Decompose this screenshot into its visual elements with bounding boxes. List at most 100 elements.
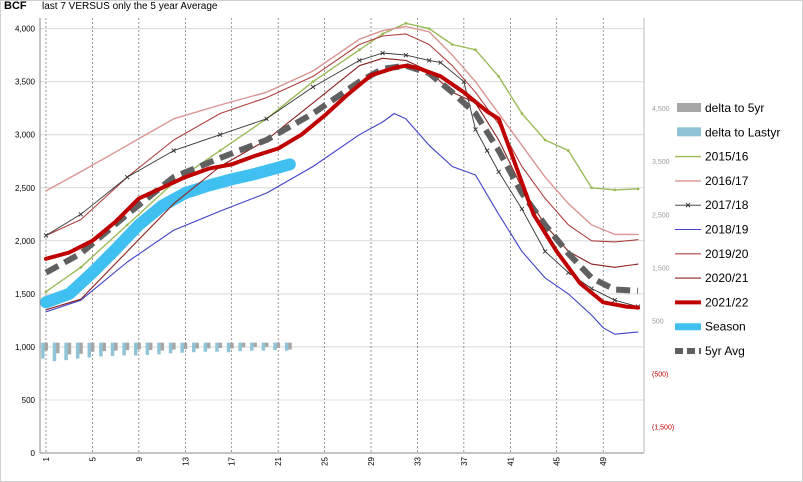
- series-line-2019-20: [45, 33, 639, 243]
- delta-bars: [41, 342, 292, 362]
- point-marker: [311, 80, 315, 84]
- bar-delta-5yr: [160, 342, 165, 351]
- point-marker: [404, 21, 408, 25]
- bar-delta-5yr: [79, 342, 83, 354]
- legend-item: 5yr Avg: [675, 344, 745, 358]
- bar-delta-5yr: [44, 342, 48, 351]
- point-marker: [358, 48, 361, 52]
- point-marker: [473, 127, 478, 132]
- bar-delta-5yr: [171, 342, 176, 350]
- x-tick-label: 37: [460, 456, 469, 465]
- legend-label: 2018/19: [705, 223, 749, 237]
- bar-delta-lastyr: [99, 342, 103, 357]
- bar-delta-lastyr: [273, 342, 277, 351]
- legend-label: 2016/17: [705, 174, 749, 188]
- legend-item: 2018/19: [675, 223, 749, 237]
- bar-delta-lastyr: [87, 342, 92, 358]
- y-tick-label: 1,500: [15, 290, 36, 299]
- point-marker: [357, 58, 362, 63]
- bar-delta-5yr: [276, 342, 281, 348]
- x-tick-label: 1: [42, 456, 51, 461]
- x-tick-label: 41: [506, 456, 515, 465]
- y2-tick-label: (500): [652, 371, 668, 378]
- point-marker: [612, 297, 618, 303]
- legend-label: 2020/21: [705, 271, 749, 285]
- series-line-2021-22: [44, 63, 640, 310]
- legend-item: delta to Lastyr: [677, 125, 780, 139]
- bar-delta-lastyr: [215, 342, 219, 352]
- x-tick-label: 49: [599, 456, 608, 465]
- bar-delta-5yr: [102, 342, 107, 352]
- bar-delta-5yr: [90, 342, 95, 352]
- bar-delta-lastyr: [133, 342, 138, 356]
- bar-delta-lastyr: [168, 342, 173, 354]
- point-marker: [380, 50, 385, 56]
- point-marker: [381, 32, 385, 36]
- bar-delta-5yr: [253, 342, 257, 347]
- bar-delta-lastyr: [52, 342, 57, 362]
- point-marker: [310, 84, 316, 90]
- y-tick-label: 2,000: [15, 237, 36, 246]
- bar-delta-5yr: [148, 342, 153, 351]
- legend-label: delta to Lastyr: [705, 125, 780, 139]
- point-marker: [566, 149, 570, 153]
- axes: [39, 18, 645, 454]
- point-marker: [474, 48, 477, 52]
- series-lines: [40, 21, 641, 335]
- bar-delta-lastyr: [122, 342, 126, 356]
- point-marker: [543, 138, 547, 142]
- bar-delta-lastyr: [192, 342, 196, 353]
- legend-item: 2019/20: [675, 247, 749, 261]
- point-marker: [613, 188, 617, 192]
- legend-item: Season: [675, 320, 746, 334]
- legend-label: 5yr Avg: [705, 344, 745, 358]
- y2-tick-label: 500: [652, 318, 664, 325]
- bar-delta-5yr: [229, 342, 234, 349]
- y-tick-label: 1,000: [15, 343, 36, 352]
- legend: delta to 5yr delta to Lastyr 2015/16 2016/1…: [675, 101, 780, 358]
- bar-delta-lastyr: [261, 342, 266, 351]
- legend-item: 2016/17: [675, 174, 749, 188]
- point-marker: [461, 79, 467, 84]
- point-marker: [218, 149, 222, 153]
- bar-delta-5yr: [195, 342, 199, 349]
- bar-delta-lastyr: [226, 342, 231, 353]
- series-line-2017-18: [45, 52, 639, 308]
- point-marker: [542, 249, 548, 254]
- x-tick-label: 17: [228, 456, 237, 465]
- point-marker: [636, 187, 640, 191]
- point-marker: [519, 206, 525, 212]
- point-marker: [497, 74, 501, 78]
- legend-item: delta to 5yr: [677, 101, 764, 115]
- legend-swatch: [677, 103, 701, 112]
- bar-delta-lastyr: [284, 342, 289, 351]
- bar-delta-5yr: [55, 342, 60, 354]
- y2-tick-label: 4,500: [652, 106, 670, 113]
- y2-tick-label: 3,500: [652, 159, 670, 166]
- x-tick-label: 45: [553, 456, 562, 465]
- bar-delta-5yr: [113, 342, 118, 351]
- bar-delta-5yr: [288, 342, 292, 350]
- series-line-2016-17: [45, 25, 639, 236]
- legend-label: 2015/16: [705, 150, 749, 164]
- bar-delta-lastyr: [41, 342, 45, 359]
- legend-marker: [685, 202, 691, 208]
- bar-delta-5yr: [241, 342, 246, 348]
- legend-label: 2021/22: [705, 295, 749, 309]
- point-marker: [496, 169, 502, 175]
- legend-item: 2021/22: [675, 295, 749, 309]
- point-marker: [43, 233, 49, 238]
- point-marker: [484, 148, 490, 153]
- bar-delta-5yr: [67, 342, 72, 355]
- bar-delta-lastyr: [238, 342, 242, 352]
- y2-tick-label: 2,500: [652, 212, 670, 219]
- y-axis-ticks: 0 500 1,000 1,500 2,000 2,500 3,000 3,500 4,000: [15, 25, 36, 458]
- point-marker: [124, 174, 130, 180]
- point-marker: [264, 116, 269, 122]
- x-axis-ticks: 1 5 9 13 17 21 25 29 33 37 41 45 49: [42, 456, 608, 465]
- y2-tick-label: (1,500): [652, 424, 674, 431]
- legend-item: 2017/18: [675, 198, 749, 212]
- legend-swatch: [677, 127, 701, 137]
- legend-item: 2020/21: [675, 271, 749, 285]
